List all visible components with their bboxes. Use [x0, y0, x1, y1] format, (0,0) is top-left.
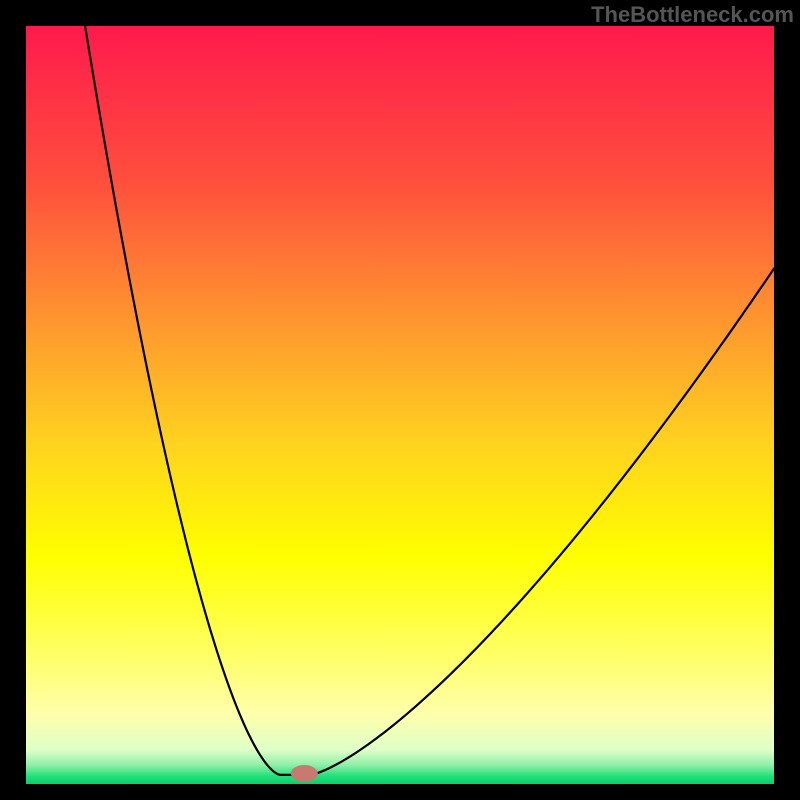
gradient-background [26, 26, 774, 784]
chart-container: TheBottleneck.com [0, 0, 800, 800]
watermark-text: TheBottleneck.com [591, 2, 794, 28]
plot-area [26, 26, 774, 784]
vertex-marker [291, 765, 318, 782]
chart-svg [26, 26, 774, 784]
